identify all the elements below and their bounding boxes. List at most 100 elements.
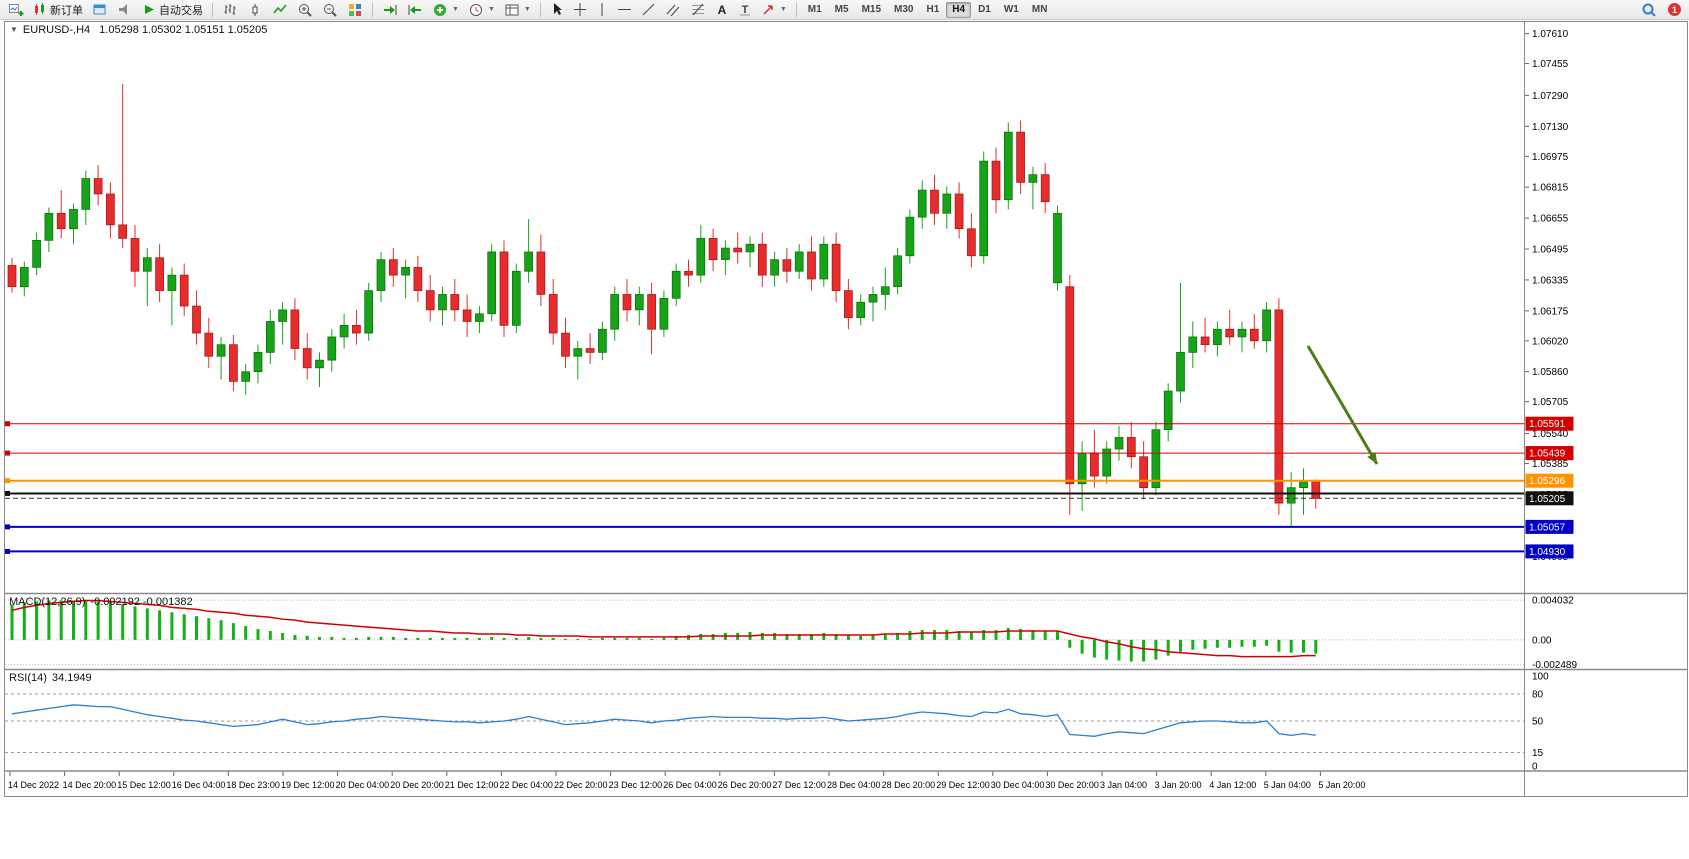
- bar-chart-button[interactable]: [218, 1, 242, 19]
- svg-text:20 Dec 04:00: 20 Dec 04:00: [336, 780, 390, 790]
- panel-splitter-timescale[interactable]: [4, 769, 1687, 773]
- svg-text:18 Dec 23:00: 18 Dec 23:00: [226, 780, 280, 790]
- periods-button[interactable]: ▼: [464, 1, 499, 19]
- svg-text:1.05385: 1.05385: [1532, 459, 1569, 470]
- svg-text:A: A: [717, 3, 726, 17]
- crosshair-icon: [573, 3, 586, 16]
- svg-text:1.05705: 1.05705: [1532, 397, 1569, 408]
- svg-text:1.07130: 1.07130: [1532, 122, 1569, 133]
- indicators-button[interactable]: ▼: [428, 1, 463, 19]
- new-chart-button[interactable]: [4, 1, 28, 19]
- dropdown-caret-icon: ▼: [779, 6, 787, 13]
- timeframe-m1-button[interactable]: M1: [802, 2, 828, 18]
- vertical-line-icon: [601, 3, 603, 16]
- trendline-tool-button[interactable]: [637, 1, 660, 19]
- toolbar: 新订单 自动交易 ▼ ▼ ▼ A T ▼ M1 M5 M15 M30 H1 H4…: [0, 0, 1689, 20]
- channel-tool-button[interactable]: [661, 1, 685, 19]
- svg-text:30 Dec 04:00: 30 Dec 04:00: [991, 780, 1045, 790]
- svg-text:19 Dec 12:00: 19 Dec 12:00: [281, 780, 335, 790]
- new-chart-icon: [9, 3, 24, 16]
- cursor-tool-button[interactable]: [546, 1, 568, 19]
- new-order-button[interactable]: 新订单: [29, 1, 87, 19]
- svg-text:100: 100: [1532, 672, 1549, 683]
- new-order-icon: [35, 3, 44, 15]
- search-button[interactable]: [1637, 1, 1661, 19]
- svg-text:22 Dec 20:00: 22 Dec 20:00: [554, 780, 608, 790]
- svg-text:26 Dec 04:00: 26 Dec 04:00: [663, 780, 717, 790]
- fibonacci-tool-button[interactable]: [686, 1, 710, 19]
- speaker-icon: [119, 3, 127, 15]
- alerts-button[interactable]: [113, 1, 137, 19]
- svg-text:15 Dec 12:00: 15 Dec 12:00: [117, 780, 171, 790]
- tile-windows-icon: [349, 3, 361, 16]
- svg-text:3 Jan 20:00: 3 Jan 20:00: [1155, 780, 1202, 790]
- svg-text:29 Dec 12:00: 29 Dec 12:00: [936, 780, 990, 790]
- tile-windows-button[interactable]: [343, 1, 367, 19]
- timeframe-m5-button[interactable]: M5: [829, 2, 855, 18]
- templates-button[interactable]: ▼: [500, 1, 535, 19]
- svg-text:-0.002489: -0.002489: [1532, 660, 1577, 671]
- fibonacci-icon: [691, 3, 704, 16]
- profiles-button[interactable]: [88, 1, 112, 19]
- panel-splitter-macd[interactable]: [4, 591, 1687, 596]
- search-icon: [1642, 3, 1656, 17]
- panel-splitter-rsi[interactable]: [4, 667, 1687, 672]
- svg-text:27 Dec 12:00: 27 Dec 12:00: [772, 780, 826, 790]
- svg-text:1.05591: 1.05591: [1529, 419, 1566, 430]
- timeframe-d1-button[interactable]: D1: [972, 2, 997, 18]
- collapse-chart-button[interactable]: ▼: [10, 25, 18, 34]
- svg-text:26 Dec 20:00: 26 Dec 20:00: [718, 780, 772, 790]
- line-chart-button[interactable]: [268, 1, 292, 19]
- text-tool-button[interactable]: A: [711, 1, 733, 19]
- timeframe-h1-button[interactable]: H1: [920, 2, 945, 18]
- svg-text:1.05540: 1.05540: [1532, 429, 1569, 440]
- crosshair-tool-button[interactable]: [569, 1, 591, 19]
- svg-text:0: 0: [1532, 762, 1538, 773]
- main-chart-area[interactable]: [5, 22, 1524, 592]
- timeframe-m30-button[interactable]: M30: [888, 2, 919, 18]
- svg-text:50: 50: [1532, 717, 1544, 728]
- indicators-icon: [434, 3, 446, 16]
- svg-text:5 Jan 04:00: 5 Jan 04:00: [1264, 780, 1311, 790]
- zoom-out-button[interactable]: [318, 1, 342, 19]
- svg-text:5 Jan 20:00: 5 Jan 20:00: [1318, 780, 1365, 790]
- profiles-icon: [93, 4, 106, 14]
- candlestick-chart-button[interactable]: [243, 1, 267, 19]
- timeframe-w1-button[interactable]: W1: [998, 2, 1025, 18]
- svg-text:1.05057: 1.05057: [1529, 522, 1566, 533]
- svg-text:14 Dec 2022: 14 Dec 2022: [8, 780, 59, 790]
- toolbar-separator: [212, 2, 213, 17]
- svg-text:0.00: 0.00: [1532, 635, 1552, 646]
- timeframe-mn-button[interactable]: MN: [1026, 2, 1054, 18]
- chart-shift-button[interactable]: [403, 1, 427, 19]
- svg-text:1.04930: 1.04930: [1529, 547, 1566, 558]
- vertical-line-tool-button[interactable]: [592, 1, 612, 19]
- svg-text:1.07455: 1.07455: [1532, 59, 1569, 70]
- zoom-in-button[interactable]: [293, 1, 317, 19]
- line-chart-icon: [273, 4, 287, 14]
- new-order-label: 新订单: [50, 4, 83, 17]
- svg-text:1.06655: 1.06655: [1532, 214, 1569, 225]
- auto-scroll-button[interactable]: [378, 1, 402, 19]
- svg-text:16 Dec 04:00: 16 Dec 04:00: [172, 780, 226, 790]
- timeframe-h4-button[interactable]: H4: [946, 1, 972, 18]
- dropdown-caret-icon: ▼: [452, 6, 459, 13]
- svg-text:1.06020: 1.06020: [1532, 336, 1569, 347]
- price-scale[interactable]: [1525, 22, 1688, 771]
- horizontal-line-icon: [617, 9, 631, 10]
- time-scale[interactable]: [5, 772, 1524, 797]
- svg-text:3 Jan 04:00: 3 Jan 04:00: [1100, 780, 1147, 790]
- text-label-tool-button[interactable]: T: [734, 1, 756, 19]
- timeframe-m15-button[interactable]: M15: [856, 2, 887, 18]
- autotrading-label: 自动交易: [159, 4, 203, 17]
- svg-text:21 Dec 12:00: 21 Dec 12:00: [445, 780, 499, 790]
- toolbar-right-cluster: 1: [1637, 1, 1685, 19]
- horizontal-line-tool-button[interactable]: [613, 1, 636, 19]
- notification-badge[interactable]: 1: [1668, 3, 1681, 16]
- svg-text:0.004032: 0.004032: [1532, 596, 1574, 607]
- svg-text:1.06335: 1.06335: [1532, 275, 1569, 286]
- arrows-tool-button[interactable]: ▼: [757, 1, 791, 19]
- toolbar-separator: [795, 2, 797, 17]
- autotrading-button[interactable]: 自动交易: [138, 1, 207, 19]
